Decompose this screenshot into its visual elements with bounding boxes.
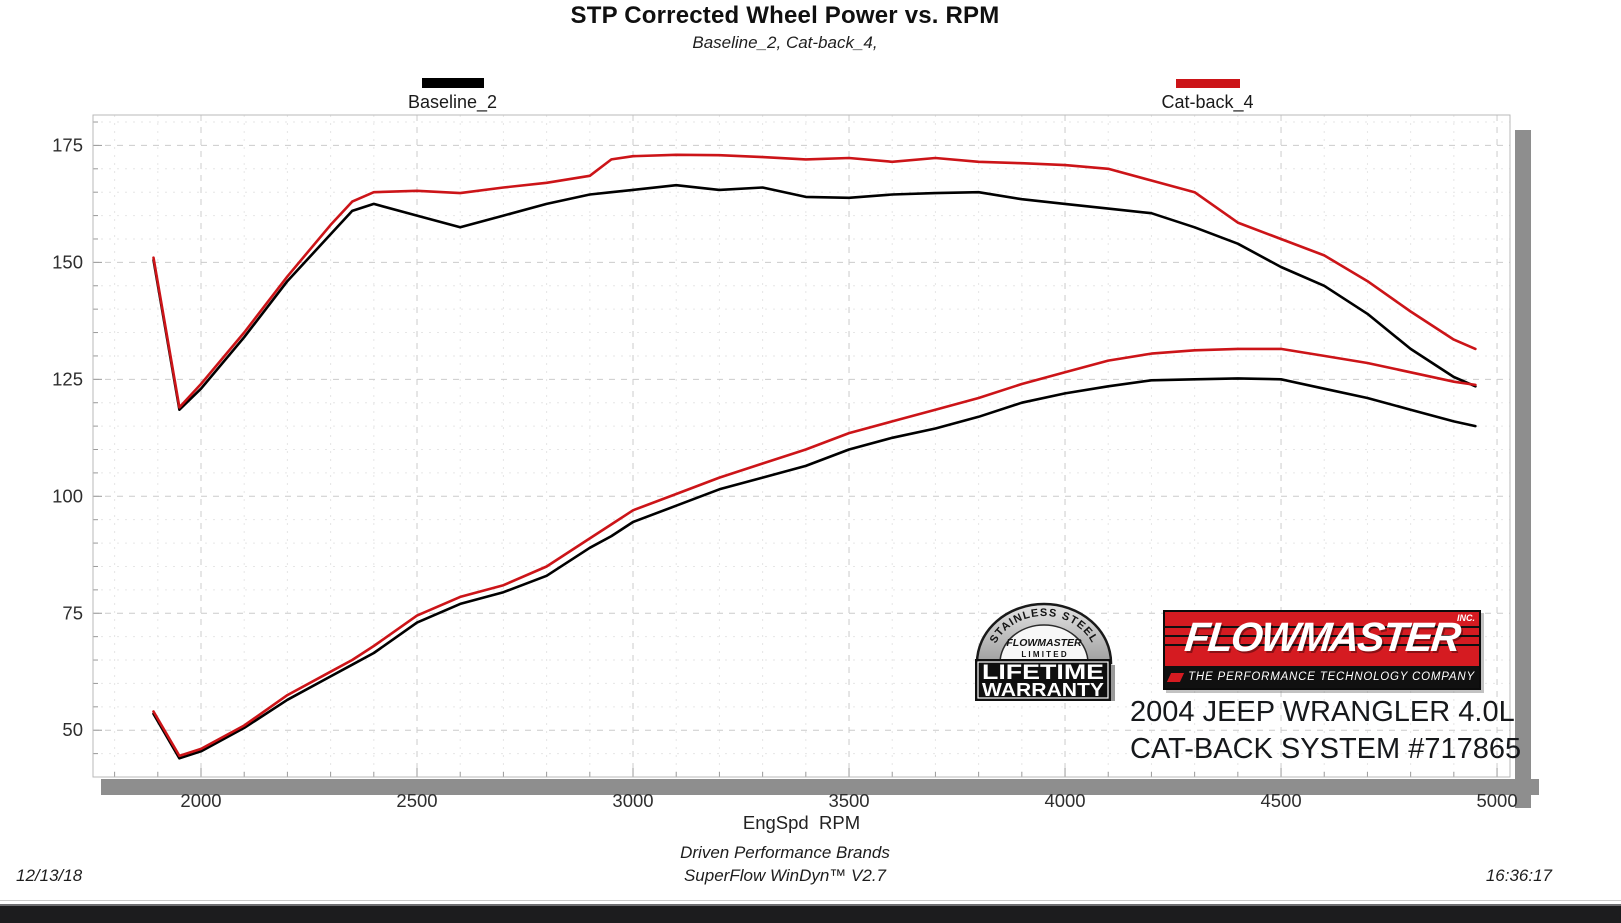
bottom-bar xyxy=(0,904,1621,923)
x-tick-label: 3000 xyxy=(612,790,653,811)
footer-date: 12/13/18 xyxy=(16,866,83,885)
y-tick-label: 75 xyxy=(62,602,83,623)
legend-swatch-baseline xyxy=(421,78,484,88)
footer-brand-line: Driven Performance Brands xyxy=(680,843,890,862)
plot-shadow-bottom xyxy=(101,779,1539,795)
legend-item-baseline: Baseline_2 xyxy=(395,78,510,113)
curve-baseline_2-lower xyxy=(152,377,1477,760)
flowmaster-logo-red-panel: FLOWMASTER INC. xyxy=(1165,612,1479,666)
flowmaster-tagline: THE PERFORMANCE TECHNOLOGY COMPANY xyxy=(1188,671,1475,683)
chart-title: STP Corrected Wheel Power vs. RPM xyxy=(570,2,1000,29)
badge-limited-text: L I M I T E D xyxy=(1021,650,1066,659)
chart-subtitle: Baseline_2, Cat-back_4, xyxy=(692,33,878,52)
badge-block-border xyxy=(977,661,1109,699)
curve-cat-back_4-lower xyxy=(152,347,1477,758)
badge-block xyxy=(975,659,1111,701)
plot-shadow-right xyxy=(1515,130,1531,808)
x-tick-label: 2000 xyxy=(180,790,221,811)
flowmaster-tagline-bar: THE PERFORMANCE TECHNOLOGY COMPANY xyxy=(1165,666,1479,688)
logo-stripe xyxy=(1165,644,1479,646)
curve-baseline_2-upper xyxy=(152,183,1477,412)
badge-lifetime-text: LIFETIME xyxy=(982,661,1104,684)
y-tick-label: 125 xyxy=(52,368,83,389)
logo-stripe xyxy=(1165,626,1479,628)
warranty-badge: STAINLESS STEEL FLOWMASTER L I M I T E D… xyxy=(975,602,1115,701)
flowmaster-emblem-icon xyxy=(1166,672,1185,682)
logo-stripe xyxy=(1165,635,1479,637)
badge-warranty-text: WARRANTY xyxy=(982,680,1104,700)
flowmaster-wordmark: FLOWMASTER xyxy=(1182,614,1462,660)
y-tick-label: 175 xyxy=(52,134,83,155)
legend-label-catback: Cat-back_4 xyxy=(1161,92,1254,112)
x-tick-label: 2500 xyxy=(396,790,437,811)
legend-label-baseline: Baseline_2 xyxy=(407,92,498,112)
x-tick-label: 4500 xyxy=(1260,790,1301,811)
x-tick-label: 3500 xyxy=(828,790,869,811)
plot-border xyxy=(92,114,1511,778)
flowmaster-inc-label: INC. xyxy=(1457,613,1475,623)
y-tick-label: 100 xyxy=(52,485,83,506)
curve-cat-back_4-upper xyxy=(152,153,1477,409)
footer-software-line: SuperFlow WinDyn™ V2.7 xyxy=(683,866,887,885)
vehicle-line2: CAT-BACK SYSTEM #717865 xyxy=(1130,733,1522,765)
legend-swatch-catback xyxy=(1175,79,1240,88)
x-tick-label: 5000 xyxy=(1476,790,1517,811)
badge-brand-text: FLOWMASTER xyxy=(1006,637,1082,649)
bottom-hairline xyxy=(0,900,1621,901)
flowmaster-logo: FLOWMASTER INC. THE PERFORMANCE TECHNOLO… xyxy=(1163,610,1481,690)
badge-dome-inner xyxy=(999,624,1089,664)
y-tick-label: 50 xyxy=(62,719,83,740)
x-tick-label: 4000 xyxy=(1044,790,1085,811)
vehicle-info: 2004 JEEP WRANGLER 4.0L CAT-BACK SYSTEM … xyxy=(1130,694,1521,768)
vehicle-line1: 2004 JEEP WRANGLER 4.0L xyxy=(1130,696,1515,728)
footer-time: 16:36:17 xyxy=(1485,866,1552,885)
y-tick-label: 150 xyxy=(52,251,83,272)
legend-item-catback: Cat-back_4 xyxy=(1150,79,1265,113)
x-axis-title: EngSpd RPM xyxy=(742,812,861,833)
